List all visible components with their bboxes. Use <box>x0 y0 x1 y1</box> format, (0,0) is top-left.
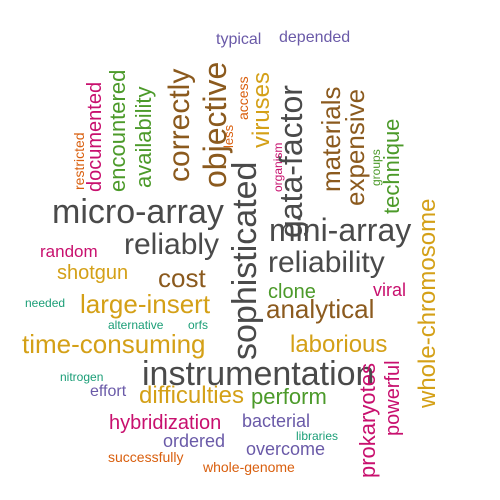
word-whole-chromosome: whole-chromosome <box>414 198 441 408</box>
word-reliability: reliability <box>268 246 385 279</box>
word-instrumentation: instrumentation <box>142 355 375 393</box>
word-large-insert: large-insert <box>80 289 211 319</box>
word-successfully: successfully <box>108 449 184 465</box>
word-documented: documented <box>84 81 106 192</box>
word-typical: typical <box>216 31 262 48</box>
word-viral: viral <box>373 280 407 300</box>
word-hybridization: hybridization <box>109 412 222 434</box>
word-perform: perform <box>251 384 327 409</box>
word-effort: effort <box>90 383 127 400</box>
word-nitrogen: nitrogen <box>60 370 104 384</box>
word-technique: technique <box>379 118 404 214</box>
word-micro-array: micro-array <box>52 193 224 231</box>
word-reliably: reliably <box>124 228 220 261</box>
word-prokaryotes: prokaryotes <box>355 363 380 478</box>
word-overcome: overcome <box>246 439 326 459</box>
word-clone: clone <box>268 281 316 303</box>
word-mini-array: mini-array <box>269 212 412 248</box>
word-expensive: expensive <box>340 88 370 206</box>
word-bacterial: bacterial <box>242 411 311 431</box>
word-shotgun: shotgun <box>57 262 129 284</box>
word-libraries: libraries <box>296 429 339 443</box>
word-analytical: analytical <box>266 294 375 324</box>
word-random: random <box>40 242 98 261</box>
word-difficulties: difficulties <box>139 382 244 409</box>
word-sophisticated: sophisticated <box>226 161 264 360</box>
word-alternative: alternative <box>108 318 164 332</box>
word-viruses: viruses <box>248 71 275 148</box>
word-encountered: encountered <box>105 69 130 192</box>
word-availability: availability <box>131 86 156 189</box>
word-orfs: orfs <box>188 318 209 332</box>
word-cost: cost <box>158 263 206 293</box>
word-whole-genome: whole-genome <box>203 459 295 475</box>
word-ordered: ordered <box>163 431 226 451</box>
word-time-consuming: time-consuming <box>22 329 206 359</box>
word-laborious: laborious <box>290 331 388 358</box>
word-correctly: correctly <box>163 68 196 182</box>
word-needed: needed <box>25 296 66 310</box>
word-powerful: powerful <box>382 360 404 436</box>
word-depended: depended <box>279 29 351 46</box>
